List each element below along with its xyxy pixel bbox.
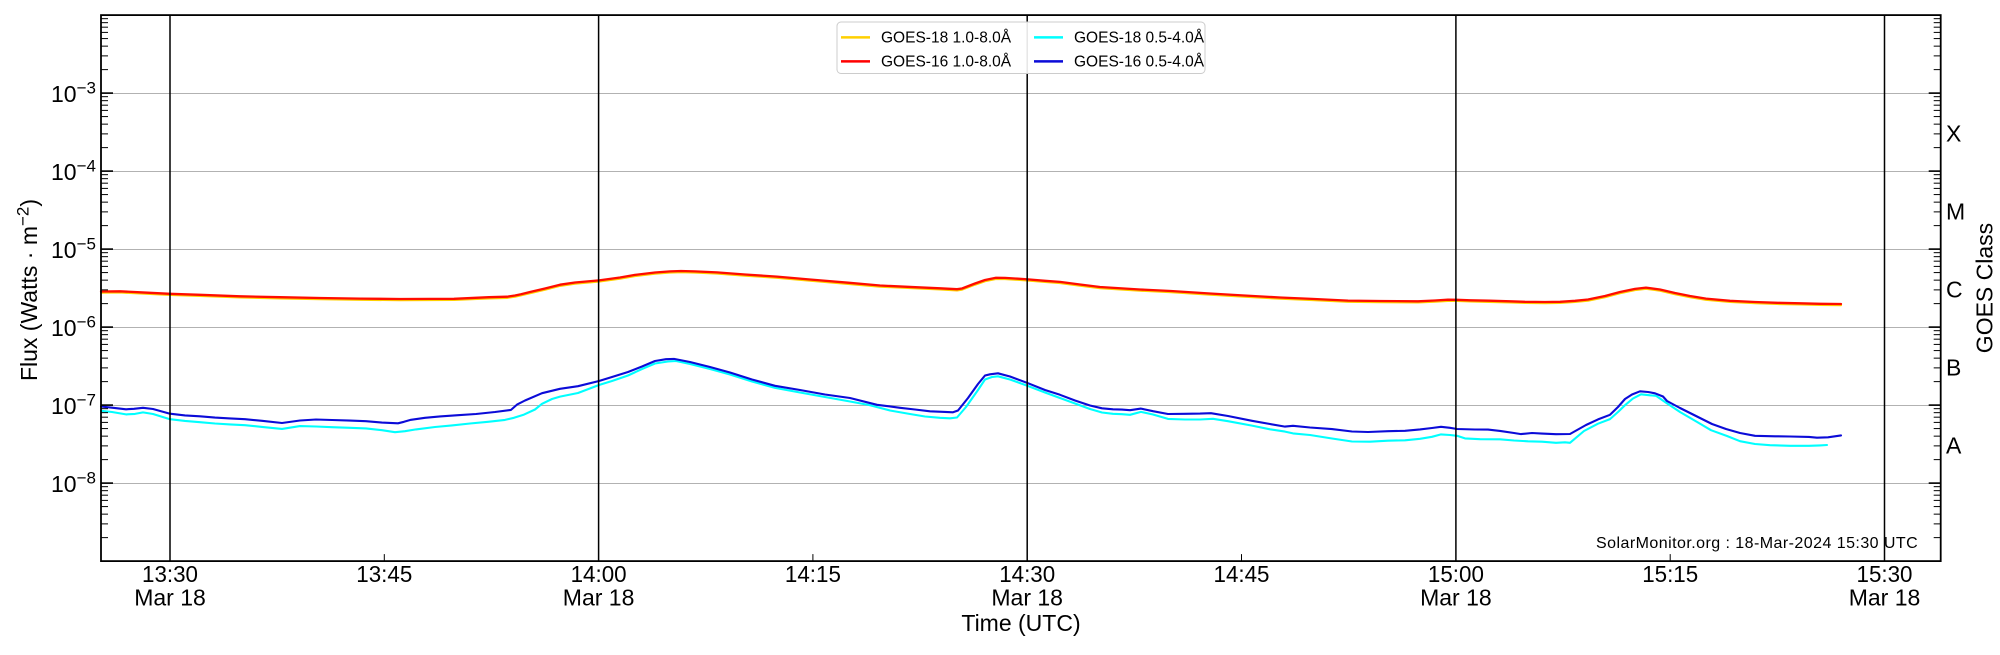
svg-text:14:30: 14:30 <box>999 561 1055 587</box>
svg-text:Mar 18: Mar 18 <box>1849 585 1921 611</box>
svg-text:15:00: 15:00 <box>1428 561 1484 587</box>
svg-text:X: X <box>1946 121 1961 147</box>
svg-text:Mar 18: Mar 18 <box>991 585 1063 611</box>
svg-text:M: M <box>1946 199 1965 225</box>
svg-text:14:15: 14:15 <box>785 561 841 587</box>
svg-text:C: C <box>1946 277 1963 303</box>
svg-text:SolarMonitor.org : 18-Mar-2024: SolarMonitor.org : 18-Mar-2024 15:30 UTC <box>1596 535 1918 552</box>
svg-text:GOES-16 1.0-8.0Å: GOES-16 1.0-8.0Å <box>881 53 1012 70</box>
svg-text:Mar 18: Mar 18 <box>563 585 635 611</box>
svg-text:13:45: 13:45 <box>356 561 412 587</box>
svg-text:14:45: 14:45 <box>1214 561 1270 587</box>
svg-text:GOES Class: GOES Class <box>1972 223 1998 353</box>
svg-text:GOES-18 1.0-8.0Å: GOES-18 1.0-8.0Å <box>881 29 1012 46</box>
svg-text:14:00: 14:00 <box>571 561 627 587</box>
svg-text:Time (UTC): Time (UTC) <box>961 610 1080 636</box>
svg-text:GOES-18 0.5-4.0Å: GOES-18 0.5-4.0Å <box>1074 29 1205 46</box>
svg-text:B: B <box>1946 355 1961 381</box>
svg-text:15:30: 15:30 <box>1857 561 1913 587</box>
svg-text:10−6: 10−6 <box>51 313 96 342</box>
svg-text:13:30: 13:30 <box>142 561 198 587</box>
svg-text:15:15: 15:15 <box>1642 561 1698 587</box>
svg-text:Mar 18: Mar 18 <box>1420 585 1492 611</box>
svg-text:Flux (Watts · m−2): Flux (Watts · m−2) <box>14 199 43 381</box>
svg-text:GOES-16 0.5-4.0Å: GOES-16 0.5-4.0Å <box>1074 53 1205 70</box>
svg-text:A: A <box>1946 433 1962 459</box>
svg-text:Mar 18: Mar 18 <box>134 585 206 611</box>
